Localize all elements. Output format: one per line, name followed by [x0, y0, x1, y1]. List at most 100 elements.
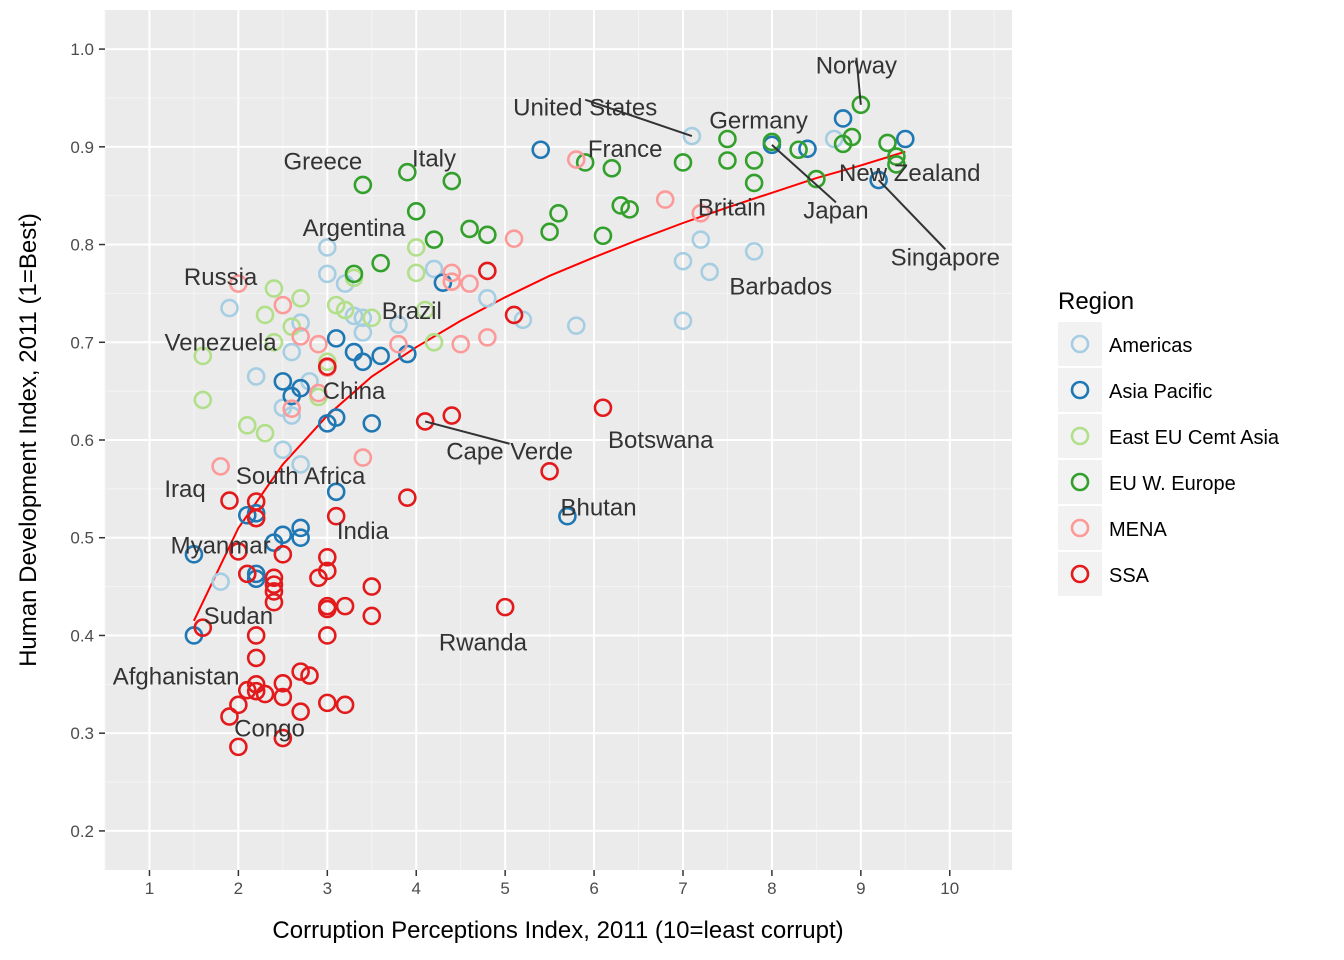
data-point: [789, 140, 808, 160]
x-axis-title: Corruption Perceptions Index, 2011 (10=l…: [272, 917, 843, 944]
data-point: [807, 169, 826, 189]
point-label: Venezuela: [165, 329, 278, 356]
data-point: [291, 518, 310, 538]
annotation-leader-line: [584, 98, 693, 138]
data-point: [478, 261, 497, 281]
data-point: [229, 695, 248, 715]
annotation-leader-line: [855, 57, 862, 105]
y-tick-label: 0.6: [70, 431, 94, 450]
data-point: [549, 203, 568, 223]
data-point: [575, 153, 595, 172]
x-tick-label: 10: [940, 879, 959, 898]
data-point: [691, 203, 711, 223]
data-point: [255, 684, 275, 704]
legend-label: EU W. Europe: [1109, 473, 1236, 495]
data-point: [335, 695, 355, 715]
point-label: United States: [513, 95, 657, 122]
point-label: Greece: [284, 148, 363, 175]
data-point: [895, 129, 915, 149]
x-tick-label: 4: [411, 879, 420, 898]
data-point: [460, 274, 479, 293]
data-point: [246, 367, 266, 386]
data-point: [371, 253, 390, 273]
legend-symbol: [1070, 426, 1090, 446]
data-point: [246, 503, 266, 523]
legend-label: Asia Pacific: [1109, 381, 1212, 403]
point-label: Iraq: [164, 476, 205, 503]
data-point: [264, 582, 284, 601]
point-label: Japan: [803, 197, 868, 224]
data-point: [442, 171, 462, 191]
data-point: [478, 328, 497, 347]
legend-symbol: [1070, 564, 1090, 584]
data-point: [362, 414, 382, 433]
data-point: [744, 173, 764, 193]
y-tick-label: 0.8: [70, 236, 94, 255]
annotation-leader-line: [877, 179, 947, 250]
data-point: [398, 488, 417, 507]
legend-label: East EU Cemt Asia: [1109, 427, 1280, 449]
data-point: [264, 332, 284, 352]
data-point: [211, 457, 230, 476]
data-point: [442, 272, 462, 291]
data-point: [229, 737, 248, 757]
data-point: [273, 687, 293, 707]
data-point: [558, 506, 577, 526]
data-point: [273, 545, 293, 564]
data-point: [264, 568, 284, 588]
x-tick-label: 3: [323, 879, 332, 898]
data-point: [353, 308, 373, 328]
data-point: [362, 577, 382, 596]
point-label: Russia: [184, 264, 258, 291]
trend-line: [192, 150, 906, 622]
data-point: [273, 295, 293, 315]
point-labels: Norway United States Germany France Greece It…: [113, 53, 1000, 743]
data-point: [255, 305, 275, 325]
data-point: [318, 264, 337, 284]
data-point: [798, 139, 817, 159]
point-label: France: [588, 136, 663, 163]
data-point: [700, 262, 719, 282]
legend-key: [1058, 552, 1102, 596]
data-point: [309, 383, 328, 403]
point-label: South Africa: [236, 463, 366, 490]
data-point: [424, 332, 444, 352]
data-point: [264, 575, 284, 594]
data-point: [291, 288, 310, 308]
data-point: [193, 346, 213, 366]
data-point: [566, 150, 586, 169]
data-point: [424, 230, 444, 249]
legend-label: MENA: [1109, 519, 1167, 541]
data-point: [282, 406, 302, 425]
data-point: [460, 219, 479, 239]
x-tick-label: 6: [589, 879, 598, 898]
data-point: [237, 505, 257, 525]
data-point: [264, 592, 284, 612]
trend-curve: [192, 150, 906, 622]
data-point: [887, 147, 906, 166]
data-point: [300, 666, 319, 685]
data-point: [398, 162, 417, 182]
data-point: [744, 242, 764, 261]
x-tick-label: 2: [234, 879, 243, 898]
data-point: [246, 569, 266, 589]
data-point: [318, 238, 337, 257]
x-axis-ticks: 1 2 3 4 5 6 7 8 9 10: [145, 870, 959, 898]
data-point: [220, 491, 239, 510]
data-point: [504, 229, 524, 248]
data-point: [744, 151, 764, 170]
legend-symbol: [1070, 518, 1090, 538]
data-point: [291, 662, 310, 681]
data-point: [389, 334, 408, 354]
point-label: Bhutan: [560, 494, 636, 521]
data-point: [406, 263, 426, 283]
data-point: [246, 648, 266, 668]
legend: Region Americas Asia Pacific East EU Cemt …: [1058, 288, 1280, 596]
data-point: [318, 352, 337, 372]
y-tick-label: 0.3: [70, 724, 94, 743]
y-axis-title: Human Development Index, 2011 (1=Best): [15, 213, 42, 667]
data-point: [371, 346, 390, 366]
y-tick-label: 0.5: [70, 529, 94, 548]
y-tick-label: 0.9: [70, 138, 94, 157]
